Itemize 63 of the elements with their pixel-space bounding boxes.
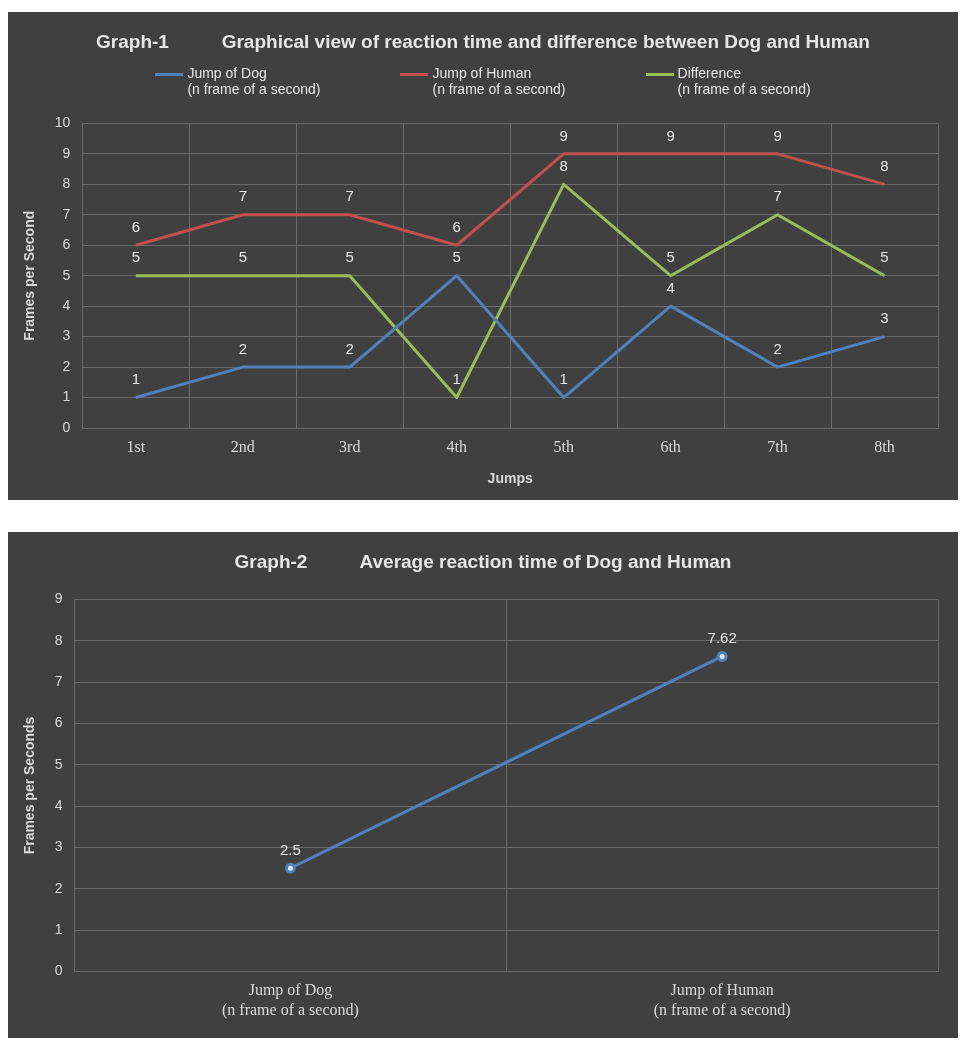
y-tick-label: 0 — [54, 962, 63, 979]
y-tick-label: 9 — [54, 589, 63, 606]
y-tick-label: 8 — [62, 174, 71, 191]
data-label: 5 — [452, 248, 461, 266]
y-tick-label: 3 — [54, 838, 63, 855]
data-label: 4 — [666, 278, 675, 296]
data-label: 5 — [666, 248, 675, 266]
x-tick-label: 5th — [553, 437, 574, 455]
x-tick-label: 7th — [767, 437, 788, 455]
legend-label: Jump of Dog (n frame of a second) — [187, 64, 321, 97]
y-tick-label: 1 — [62, 388, 71, 405]
y-tick-label: 3 — [62, 327, 71, 344]
y-tick-label: 5 — [54, 755, 63, 772]
data-label: 5 — [345, 248, 354, 266]
legend-label: Difference (n frame of a second) — [677, 64, 811, 97]
data-label: 9 — [666, 126, 675, 144]
data-label: 1 — [131, 369, 141, 387]
data-label: 5 — [131, 248, 141, 266]
data-label: 1 — [452, 369, 461, 387]
data-label: 2 — [345, 339, 354, 357]
x-tick-label: 8th — [874, 437, 895, 455]
data-label: 7 — [238, 187, 247, 205]
x-tick-label: 3rd — [339, 437, 361, 455]
x-tick-label: 6th — [660, 437, 681, 455]
y-tick-label: 7 — [54, 672, 63, 689]
y-tick-label: 5 — [62, 266, 71, 283]
y-tick-label: 9 — [62, 144, 71, 161]
data-label: 8 — [880, 156, 889, 174]
x-tick-label: 2nd — [230, 437, 255, 455]
y-axis-title: Frames per Seconds — [21, 716, 38, 855]
x-tick-label: 1st — [126, 437, 146, 455]
data-label: 8 — [559, 156, 568, 174]
y-tick-label: 4 — [54, 796, 63, 813]
data-label: 9 — [559, 126, 568, 144]
y-tick-label: 2 — [62, 357, 71, 374]
y-tick-label: 10 — [54, 113, 71, 130]
y-tick-label: 6 — [62, 235, 71, 252]
y-tick-label: 1 — [54, 920, 63, 937]
y-tick-label: 0 — [62, 418, 71, 435]
data-label: 3 — [880, 308, 889, 326]
legend-label: Jump of Human (n frame of a second) — [432, 64, 566, 97]
y-tick-label: 6 — [54, 714, 63, 731]
data-label: 7 — [345, 187, 354, 205]
x-tick-label: 4th — [446, 437, 467, 455]
data-label: 5 — [880, 248, 889, 266]
data-label: 2 — [238, 339, 247, 357]
data-label: 2 — [773, 339, 782, 357]
data-label: 9 — [773, 126, 782, 144]
y-axis-title: Frames per Second — [21, 210, 38, 341]
y-tick-label: 7 — [62, 205, 71, 222]
x-axis-title: Jumps — [487, 470, 533, 487]
data-label: 6 — [131, 217, 141, 235]
data-label: 7.62 — [707, 628, 737, 646]
y-tick-label: 4 — [62, 296, 71, 313]
data-label: 7 — [773, 187, 782, 205]
y-tick-label: 2 — [54, 879, 63, 896]
data-label: 2.5 — [280, 840, 301, 858]
y-tick-label: 8 — [54, 631, 63, 648]
chart-title: Graph-2 Average reaction time of Dog and Human — [233, 550, 733, 574]
data-label: 6 — [452, 217, 461, 235]
data-label: 5 — [238, 248, 247, 266]
data-label: 1 — [559, 369, 568, 387]
chart-title: Graph-1 Graphical view of reaction time and difference between Dog and Human — [95, 30, 871, 54]
